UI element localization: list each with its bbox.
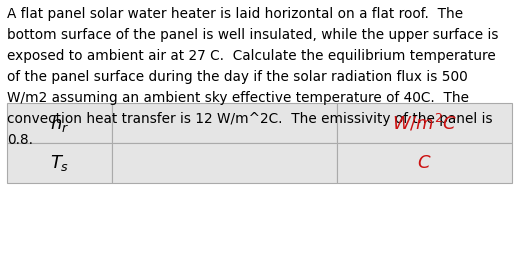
Bar [7,143,112,183]
Bar [112,143,337,183]
Text: convection heat transfer is 12 W/m^2C.  The emissivity of the panel is: convection heat transfer is 12 W/m^2C. T… [7,112,492,126]
Text: $T_s$: $T_s$ [50,153,69,173]
Bar [112,103,337,143]
Text: $h_r$: $h_r$ [50,113,69,133]
Text: 0.8.: 0.8. [7,133,33,147]
Text: bottom surface of the panel is well insulated, while the upper surface is: bottom surface of the panel is well insu… [7,28,499,42]
Text: of the panel surface during the day if the solar radiation flux is 500: of the panel surface during the day if t… [7,70,468,84]
Text: $C$: $C$ [417,154,432,172]
Text: exposed to ambient air at 27 C.  Calculate the equilibrium temperature: exposed to ambient air at 27 C. Calculat… [7,49,496,63]
Text: A flat panel solar water heater is laid horizontal on a flat roof.  The: A flat panel solar water heater is laid … [7,7,463,21]
Text: W/m2 assuming an ambient sky effective temperature of 40C.  The: W/m2 assuming an ambient sky effective t… [7,91,469,105]
Bar [7,103,112,143]
Bar [337,143,512,183]
Text: $W/m^2C$: $W/m^2C$ [392,112,457,133]
Bar [337,103,512,143]
